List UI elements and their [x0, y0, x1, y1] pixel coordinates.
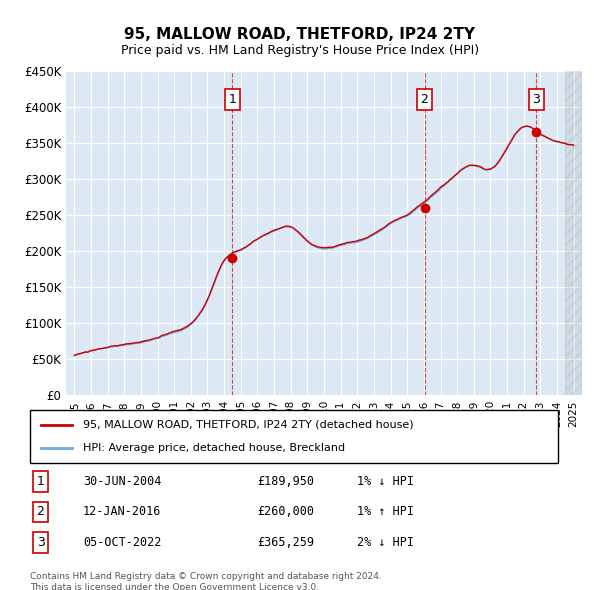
- Text: £365,259: £365,259: [257, 536, 314, 549]
- Bar: [565, 71, 582, 395]
- Text: HPI: Average price, detached house, Breckland: HPI: Average price, detached house, Brec…: [83, 443, 345, 453]
- Text: 1% ↓ HPI: 1% ↓ HPI: [358, 475, 415, 488]
- Text: £189,950: £189,950: [257, 475, 314, 488]
- FancyBboxPatch shape: [30, 410, 558, 463]
- Text: 30-JUN-2004: 30-JUN-2004: [83, 475, 161, 488]
- Text: 1: 1: [37, 475, 44, 488]
- Text: 3: 3: [37, 536, 44, 549]
- Text: 1% ↑ HPI: 1% ↑ HPI: [358, 505, 415, 519]
- Text: Price paid vs. HM Land Registry's House Price Index (HPI): Price paid vs. HM Land Registry's House …: [121, 44, 479, 57]
- Text: 95, MALLOW ROAD, THETFORD, IP24 2TY (detached house): 95, MALLOW ROAD, THETFORD, IP24 2TY (det…: [83, 420, 413, 430]
- Text: 05-OCT-2022: 05-OCT-2022: [83, 536, 161, 549]
- Text: 1: 1: [229, 93, 236, 106]
- Text: Contains HM Land Registry data © Crown copyright and database right 2024.
This d: Contains HM Land Registry data © Crown c…: [30, 572, 382, 590]
- Text: 3: 3: [532, 93, 540, 106]
- Text: £260,000: £260,000: [257, 505, 314, 519]
- Text: 95, MALLOW ROAD, THETFORD, IP24 2TY: 95, MALLOW ROAD, THETFORD, IP24 2TY: [125, 27, 476, 41]
- Text: 2: 2: [421, 93, 428, 106]
- Text: 12-JAN-2016: 12-JAN-2016: [83, 505, 161, 519]
- Text: 2% ↓ HPI: 2% ↓ HPI: [358, 536, 415, 549]
- Text: 2: 2: [37, 505, 44, 519]
